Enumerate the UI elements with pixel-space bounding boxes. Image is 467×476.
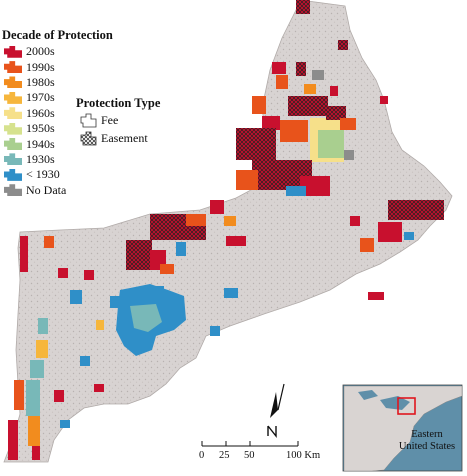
inset-label-line2: United States [398,441,456,452]
legend-item: < 1930 [4,167,66,182]
legend-label: 1960s [26,105,55,120]
legend-label: 1940s [26,136,55,151]
scale-tick-2: 50 [244,450,255,461]
protected-areas [8,0,444,460]
scale-tick-1: 25 [219,450,230,461]
legend-label: 1980s [26,74,55,89]
legend-label: No Data [26,182,67,197]
legend-swatch-icon [4,168,22,181]
legend-label: 1930s [26,151,55,166]
legend-item: 1980s [4,75,66,90]
legend-swatch-icon [4,138,22,151]
fee-label: Fee [101,113,119,127]
easement-legend-item: Easement [80,131,148,146]
legend-swatch-icon [4,153,22,166]
legend-swatch-icon [4,184,22,197]
legend-label: 1950s [26,121,55,136]
scale-tick-3: 100 Km [286,450,321,461]
inset-map [342,384,463,472]
legend-swatch-icon [4,45,22,58]
legend-label: 2000s [26,44,55,59]
legend-label: 1990s [26,59,55,74]
legend-item: 1950s [4,121,66,136]
fee-legend-item: Fee [80,113,118,128]
inset-label-line1: Eastern [411,429,443,440]
inset-highlight-box [397,397,416,415]
legend-title: Decade of Protection [2,28,113,42]
legend-item: 1960s [4,106,66,121]
legend-item: 1940s [4,136,66,151]
legend-swatch-icon [4,122,22,135]
scale-bar [201,441,299,447]
north-arrow-icon [267,383,285,438]
scale-tick-0: 0 [199,450,205,461]
decade-legend: 2000s 1990s 1980s 1970s 1960s 1950s 1940s 1930s… [4,44,66,198]
legend-label: < 1930 [26,167,60,182]
legend-swatch-icon [4,76,22,89]
legend-item: No Data [4,183,66,198]
fee-icon [80,113,97,128]
legend-swatch-icon [4,107,22,120]
inset-label: Eastern United States [392,429,462,453]
protection-type-title: Protection Type [76,96,161,110]
easement-icon [80,131,97,146]
legend-item: 1970s [4,90,66,105]
legend-item: 2000s [4,44,66,59]
legend-item: 1930s [4,152,66,167]
legend-label: 1970s [26,90,55,105]
legend-swatch-icon [4,61,22,74]
legend-swatch-icon [4,91,22,104]
legend-item: 1990s [4,59,66,74]
easement-label: Easement [101,131,148,145]
